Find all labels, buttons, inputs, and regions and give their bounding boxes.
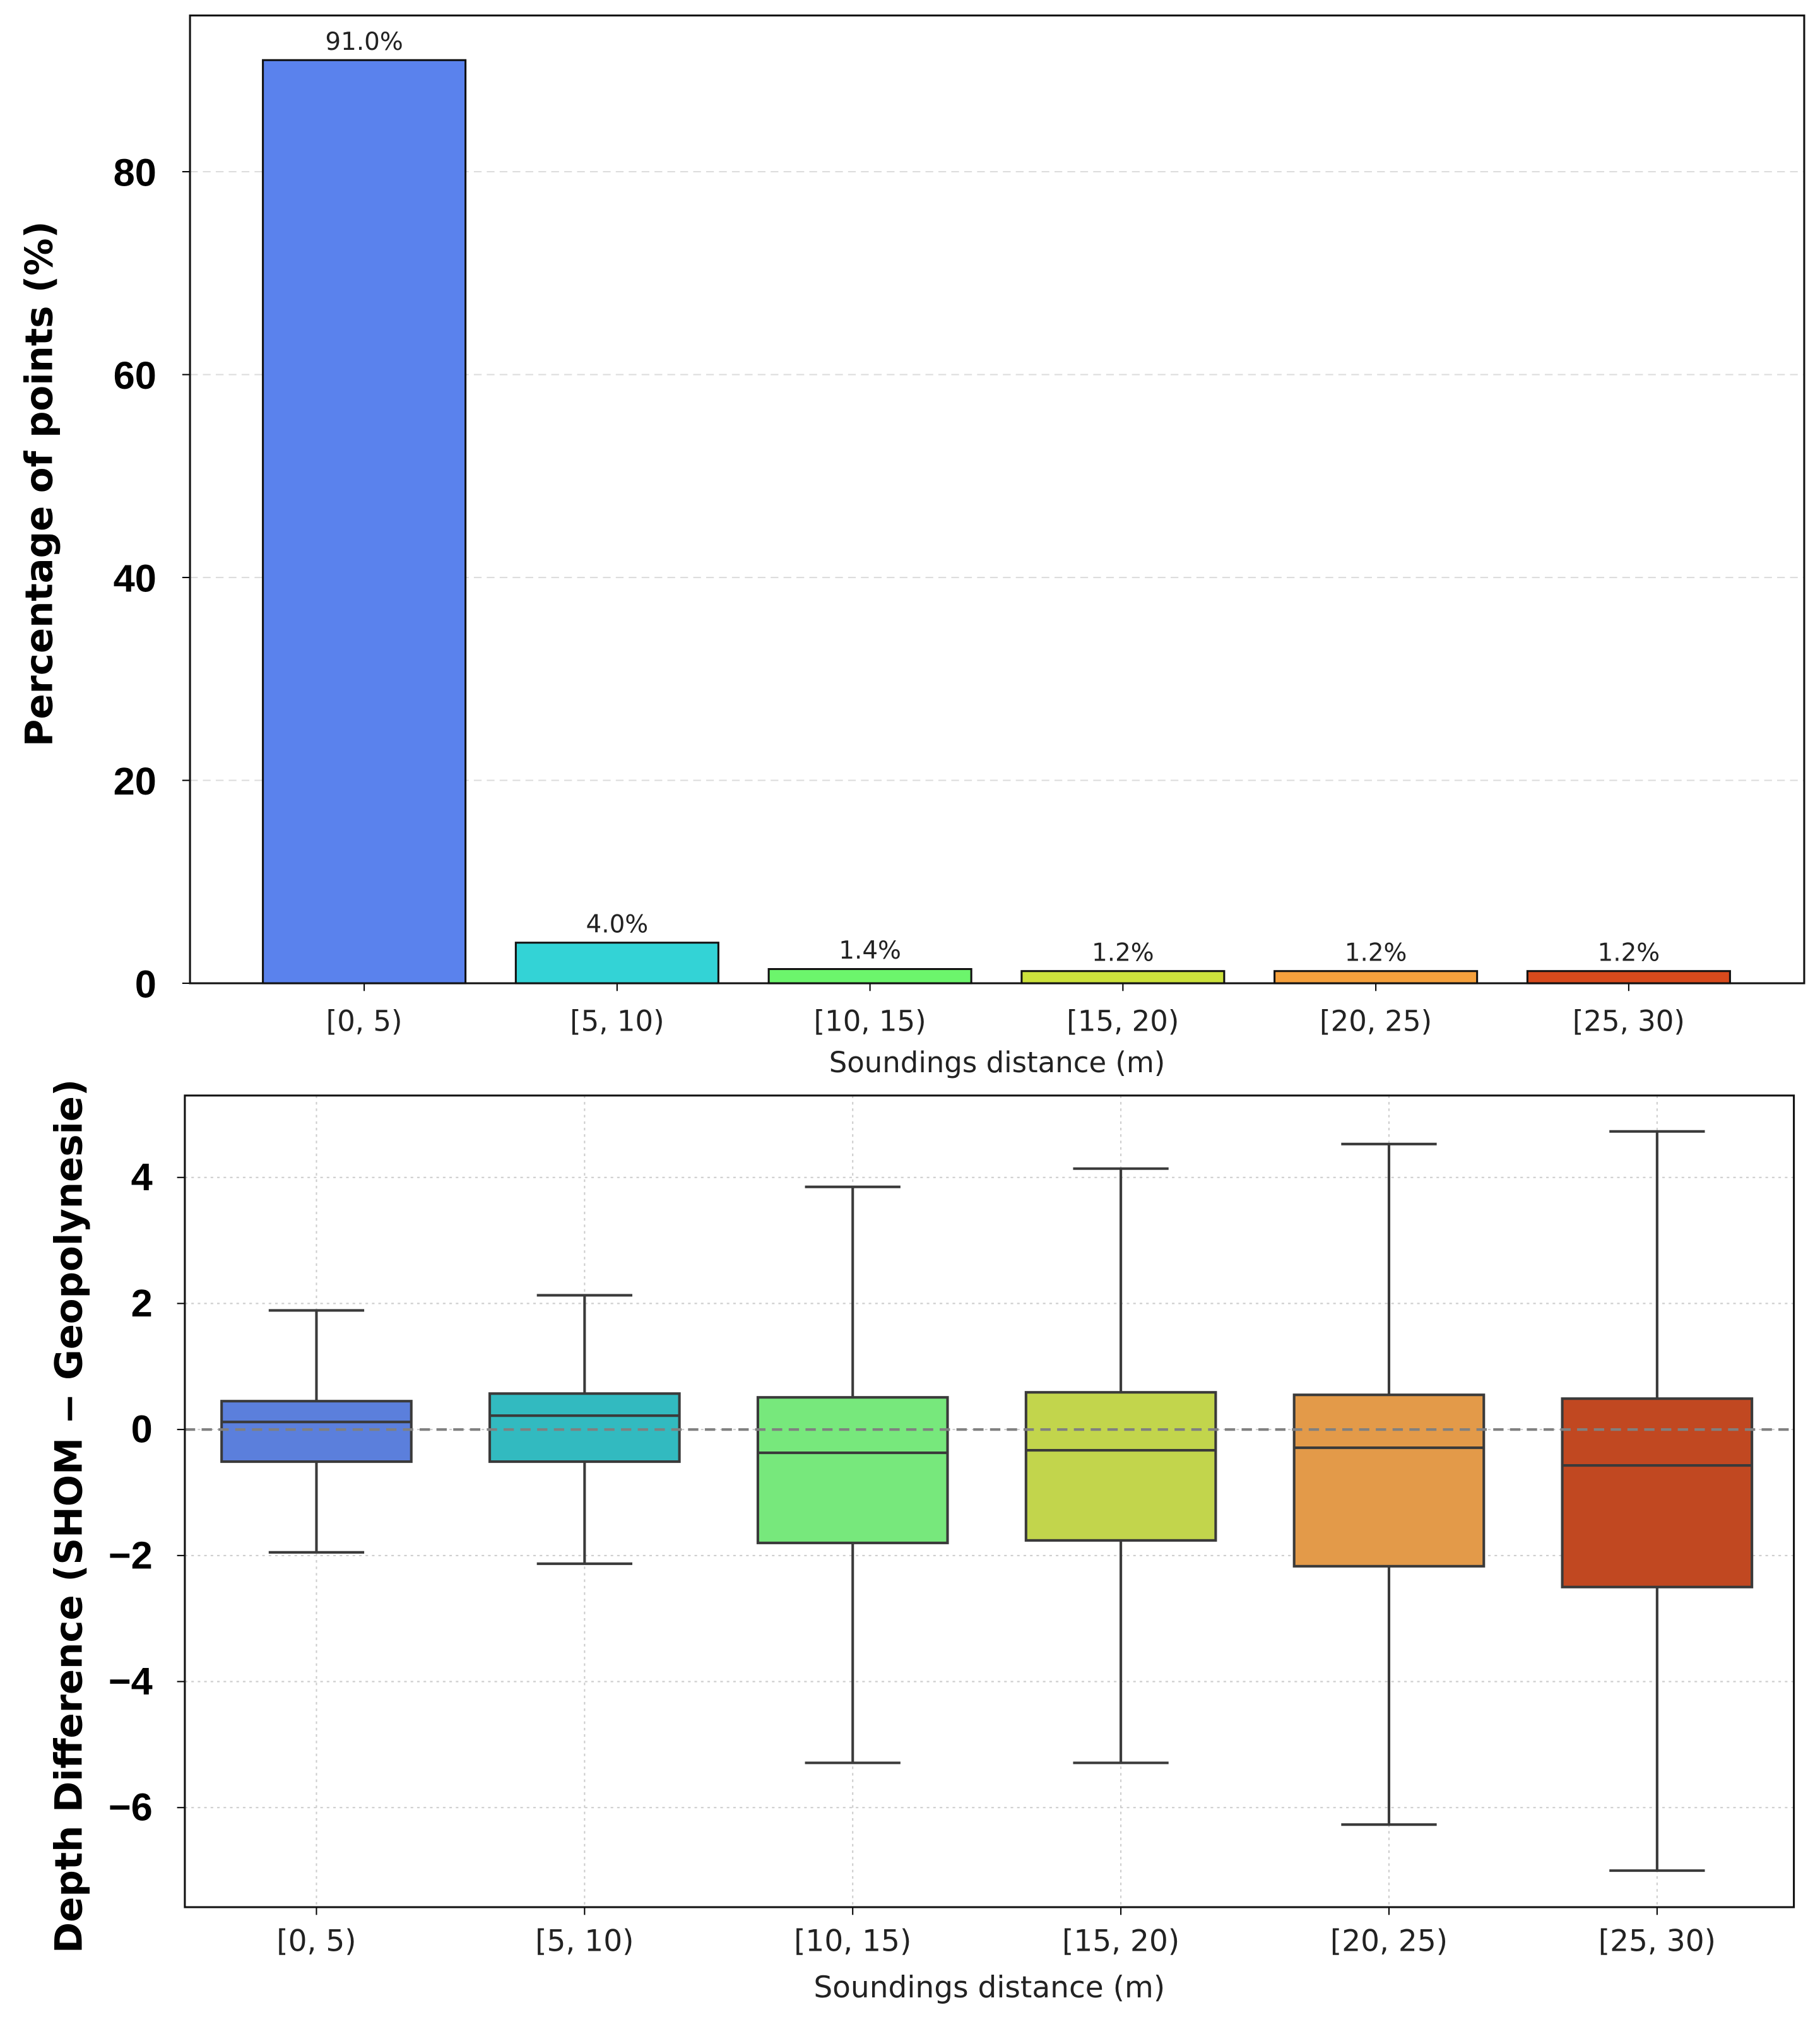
- bar-data-label: 1.2%: [1598, 938, 1660, 967]
- x-tick-label: [0, 5): [326, 1005, 403, 1038]
- box: [1292, 1393, 1486, 1568]
- x-axis-label: Soundings distance (m): [829, 1046, 1166, 1079]
- bar: [1273, 970, 1479, 984]
- bar: [767, 968, 972, 984]
- box: [756, 1396, 949, 1544]
- box: [1024, 1391, 1217, 1542]
- x-tick-label: [0, 5): [276, 1924, 356, 1959]
- x-tick-label: [5, 10): [570, 1005, 665, 1038]
- y-tick-label: 0: [131, 1407, 153, 1451]
- y-axis-label: Percentage of points (%): [17, 221, 61, 747]
- bar-chart-percentage: 0 20 40 60 80 91.0% [0, 5) 4.0% [5, 10) 1.4% [10, …: [17, 15, 1805, 1079]
- x-tick-label: [15, 20): [1062, 1924, 1179, 1959]
- x-tick-label: [5, 10): [535, 1924, 634, 1959]
- axes-frame: [184, 1094, 1795, 1908]
- bar: [1020, 970, 1226, 984]
- y-tick-label: 2: [131, 1281, 153, 1325]
- x-axis-label: Soundings distance (m): [813, 1970, 1165, 2005]
- x-tick-label: [25, 30): [1598, 1924, 1716, 1959]
- y-tick-label: 0: [135, 962, 157, 1006]
- bar-data-label: 1.4%: [839, 937, 901, 965]
- x-tick-label: [20, 25): [1330, 1924, 1448, 1959]
- box-plot-depth-difference: −6 −4 −2 0 2 4 [0, 5) [5, 10) [10, 15) [15, 20) [2…: [47, 1079, 1795, 2005]
- axes-frame: [189, 15, 1805, 984]
- y-tick-label: −6: [109, 1785, 153, 1829]
- y-tick-label: 20: [114, 759, 157, 803]
- bar-data-label: 1.2%: [1092, 938, 1154, 967]
- x-tick-label: [20, 25): [1320, 1005, 1432, 1038]
- bar: [514, 942, 719, 984]
- bar: [1526, 970, 1731, 984]
- y-tick-label: 4: [131, 1155, 153, 1198]
- bar-data-label: 91.0%: [325, 28, 403, 56]
- x-tick-label: [10, 15): [814, 1005, 926, 1038]
- x-tick-label: [15, 20): [1067, 1005, 1179, 1038]
- bar-data-label: 4.0%: [586, 910, 649, 938]
- y-tick-label: 60: [114, 353, 157, 397]
- y-tick-label: −4: [109, 1659, 153, 1703]
- bar-data-label: 1.2%: [1345, 938, 1407, 967]
- box: [1561, 1397, 1754, 1588]
- y-axis-label: Depth Difference (SHOM − Geopolynesie): [47, 1079, 90, 1953]
- x-tick-label: [25, 30): [1573, 1005, 1685, 1038]
- box: [488, 1392, 681, 1463]
- y-tick-label: −2: [109, 1533, 153, 1576]
- x-tick-label: [10, 15): [794, 1924, 911, 1959]
- box: [220, 1400, 413, 1463]
- y-tick-label: 80: [114, 151, 157, 194]
- bar: [262, 59, 467, 984]
- y-tick-label: 40: [114, 557, 157, 600]
